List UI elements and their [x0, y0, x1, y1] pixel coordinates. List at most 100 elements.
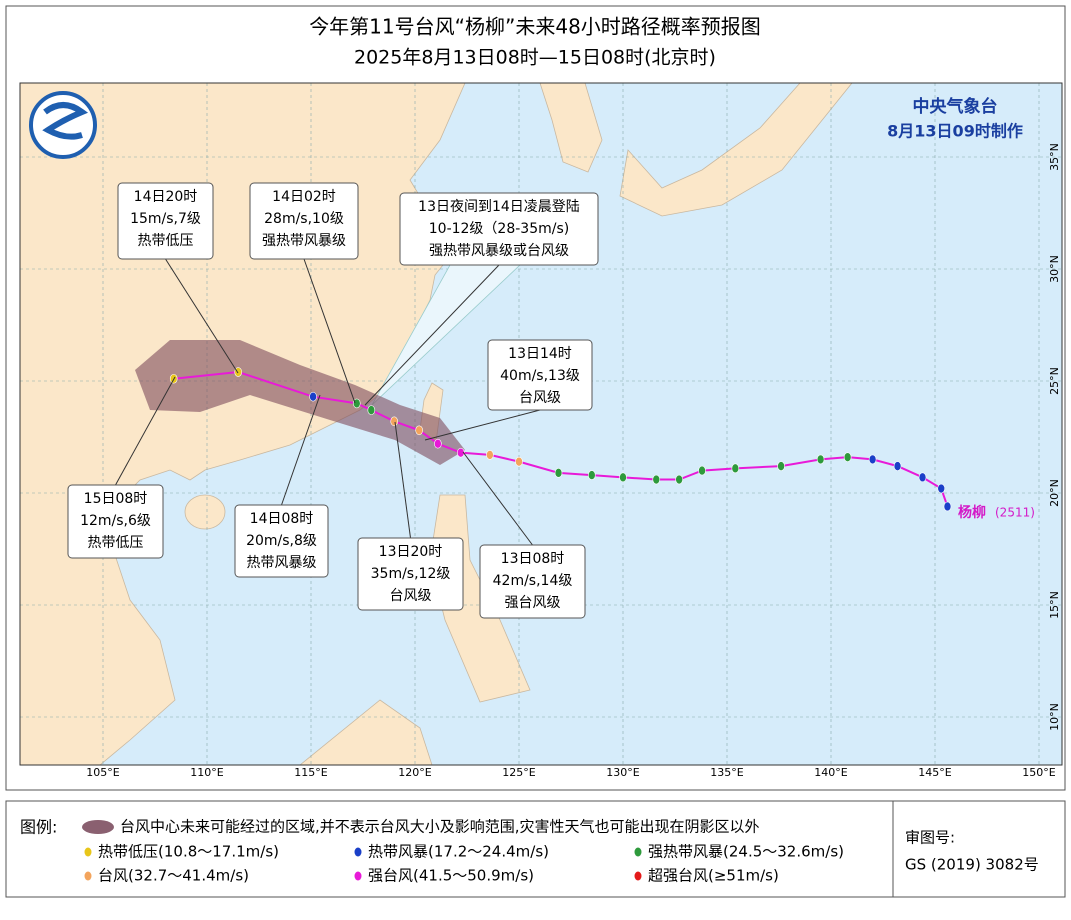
callout-box [479, 544, 586, 619]
approval-label: 审图号: [905, 829, 955, 847]
callout-box [67, 484, 164, 559]
legend-swatch [84, 847, 92, 857]
track-point [893, 461, 902, 471]
track-point [816, 454, 825, 465]
lon-tick-label: 120°E [398, 766, 431, 779]
track-point [515, 456, 523, 467]
callout-text: 热带风暴级 [247, 555, 317, 571]
issued: 8月13日09时制作 [887, 122, 1023, 141]
lon-tick-label: 145°E [918, 766, 951, 779]
track-point [777, 461, 785, 471]
callout-text: 台风级 [390, 588, 432, 604]
map-frame [19, 82, 1063, 766]
callout-box [234, 504, 329, 578]
track-point [352, 398, 361, 409]
callout-box [117, 182, 214, 260]
callout-leader [424, 409, 541, 441]
lat-tick-label: 30°N [1048, 255, 1061, 283]
legend-swatch [634, 871, 642, 881]
callout-text: 14日20时 [134, 189, 198, 205]
callout-text: 13日14时 [508, 346, 572, 362]
lon-tick-label: 140°E [814, 766, 847, 779]
legend-label: 强热带风暴(24.5～32.6m/s) [648, 843, 844, 861]
track-point [868, 454, 877, 465]
callout-leader [303, 258, 356, 404]
callout-box [357, 537, 464, 611]
track-point [675, 474, 683, 485]
lon-tick-label: 130°E [606, 766, 639, 779]
callout-text: 13日20时 [379, 544, 443, 560]
callout-box [399, 192, 599, 266]
legend-swatch [634, 847, 642, 857]
approval-number: GS (2019) 3082号 [905, 856, 1039, 874]
callout-box [249, 182, 359, 260]
callout-text: 14日08时 [250, 511, 314, 527]
legend-swatch [84, 871, 92, 881]
callout-text: 42m/s,14级 [493, 573, 573, 589]
legend-label: 强台风(41.5～50.9m/s) [368, 867, 534, 885]
legend-swatch [354, 871, 362, 881]
callout-text: 14日02时 [272, 189, 336, 205]
lon-tick-label: 125°E [502, 766, 535, 779]
callout-text: 28m/s,10级 [264, 211, 344, 227]
legend-label: 热带低压(10.8～17.1m/s) [98, 843, 279, 861]
callout-text: 10-12级（28-35m/s) [429, 221, 569, 237]
callout-text: 15m/s,7级 [130, 211, 201, 227]
track-point [309, 391, 317, 402]
track [169, 367, 952, 512]
lat-tick-label: 10°N [1048, 703, 1061, 731]
track-point [415, 425, 423, 436]
track-point [698, 465, 706, 476]
legend-label: 热带风暴(17.2～24.4m/s) [368, 843, 549, 861]
logo-mark [42, 102, 89, 140]
track-point [843, 452, 852, 462]
lat-tick-label: 25°N [1048, 367, 1061, 395]
probability-cone [135, 340, 465, 465]
callout-text: 强热带风暴级 [262, 233, 346, 249]
track-point [918, 472, 927, 483]
callout-leader [394, 421, 411, 539]
lon-tick-label: 110°E [190, 766, 223, 779]
callout-box [487, 339, 593, 411]
callout-text: 强台风级 [505, 595, 561, 611]
logo [29, 91, 97, 159]
callout-text: 13日夜间到14日凌晨登陆 [418, 199, 580, 215]
callout-leader [281, 394, 321, 506]
track-point [731, 463, 740, 474]
callout-text: 40m/s,13级 [500, 368, 580, 384]
callout-leader [364, 264, 500, 406]
track-point [619, 472, 627, 483]
legend-frame [5, 800, 1066, 898]
legend: 图例: 台风中心未来可能经过的区域,并不表示台风大小及影响范围,灾害性天气也可能… [5, 800, 1066, 898]
callout-text: 15日08时 [84, 491, 148, 507]
storm-code: (2511) [995, 506, 1035, 520]
lon-tick-label: 115°E [294, 766, 327, 779]
legend-swatch [354, 847, 362, 857]
callout-text: 强热带风暴级或台风级 [429, 243, 569, 259]
callout-leader [165, 258, 239, 374]
track-point [390, 416, 399, 427]
lat-tick-label: 15°N [1048, 591, 1061, 619]
callout-text: 台风级 [519, 390, 561, 406]
track-point [486, 450, 494, 460]
agency: 中央气象台 [913, 96, 998, 117]
lon-tick-label: 105°E [86, 766, 119, 779]
legend-label: 超强台风(≥51m/s) [648, 867, 779, 885]
track-point [456, 447, 465, 458]
callout-text: 热带低压 [138, 233, 194, 249]
callout-text: 12m/s,6级 [80, 513, 151, 529]
callout-leader [115, 376, 176, 486]
callout-text: 20m/s,8级 [246, 533, 317, 549]
track-point [943, 501, 952, 512]
title: 今年第11号台风“杨柳”未来48小时路径概率预报图 [309, 15, 761, 39]
track-point [434, 438, 442, 449]
track-point [554, 468, 563, 478]
lat-tick-label: 35°N [1048, 143, 1061, 171]
hainan [184, 494, 226, 530]
lon-tick-label: 135°E [710, 766, 743, 779]
lon-tick-label: 150°E [1022, 766, 1055, 779]
callout-leader [462, 451, 533, 546]
track-point [937, 483, 946, 494]
